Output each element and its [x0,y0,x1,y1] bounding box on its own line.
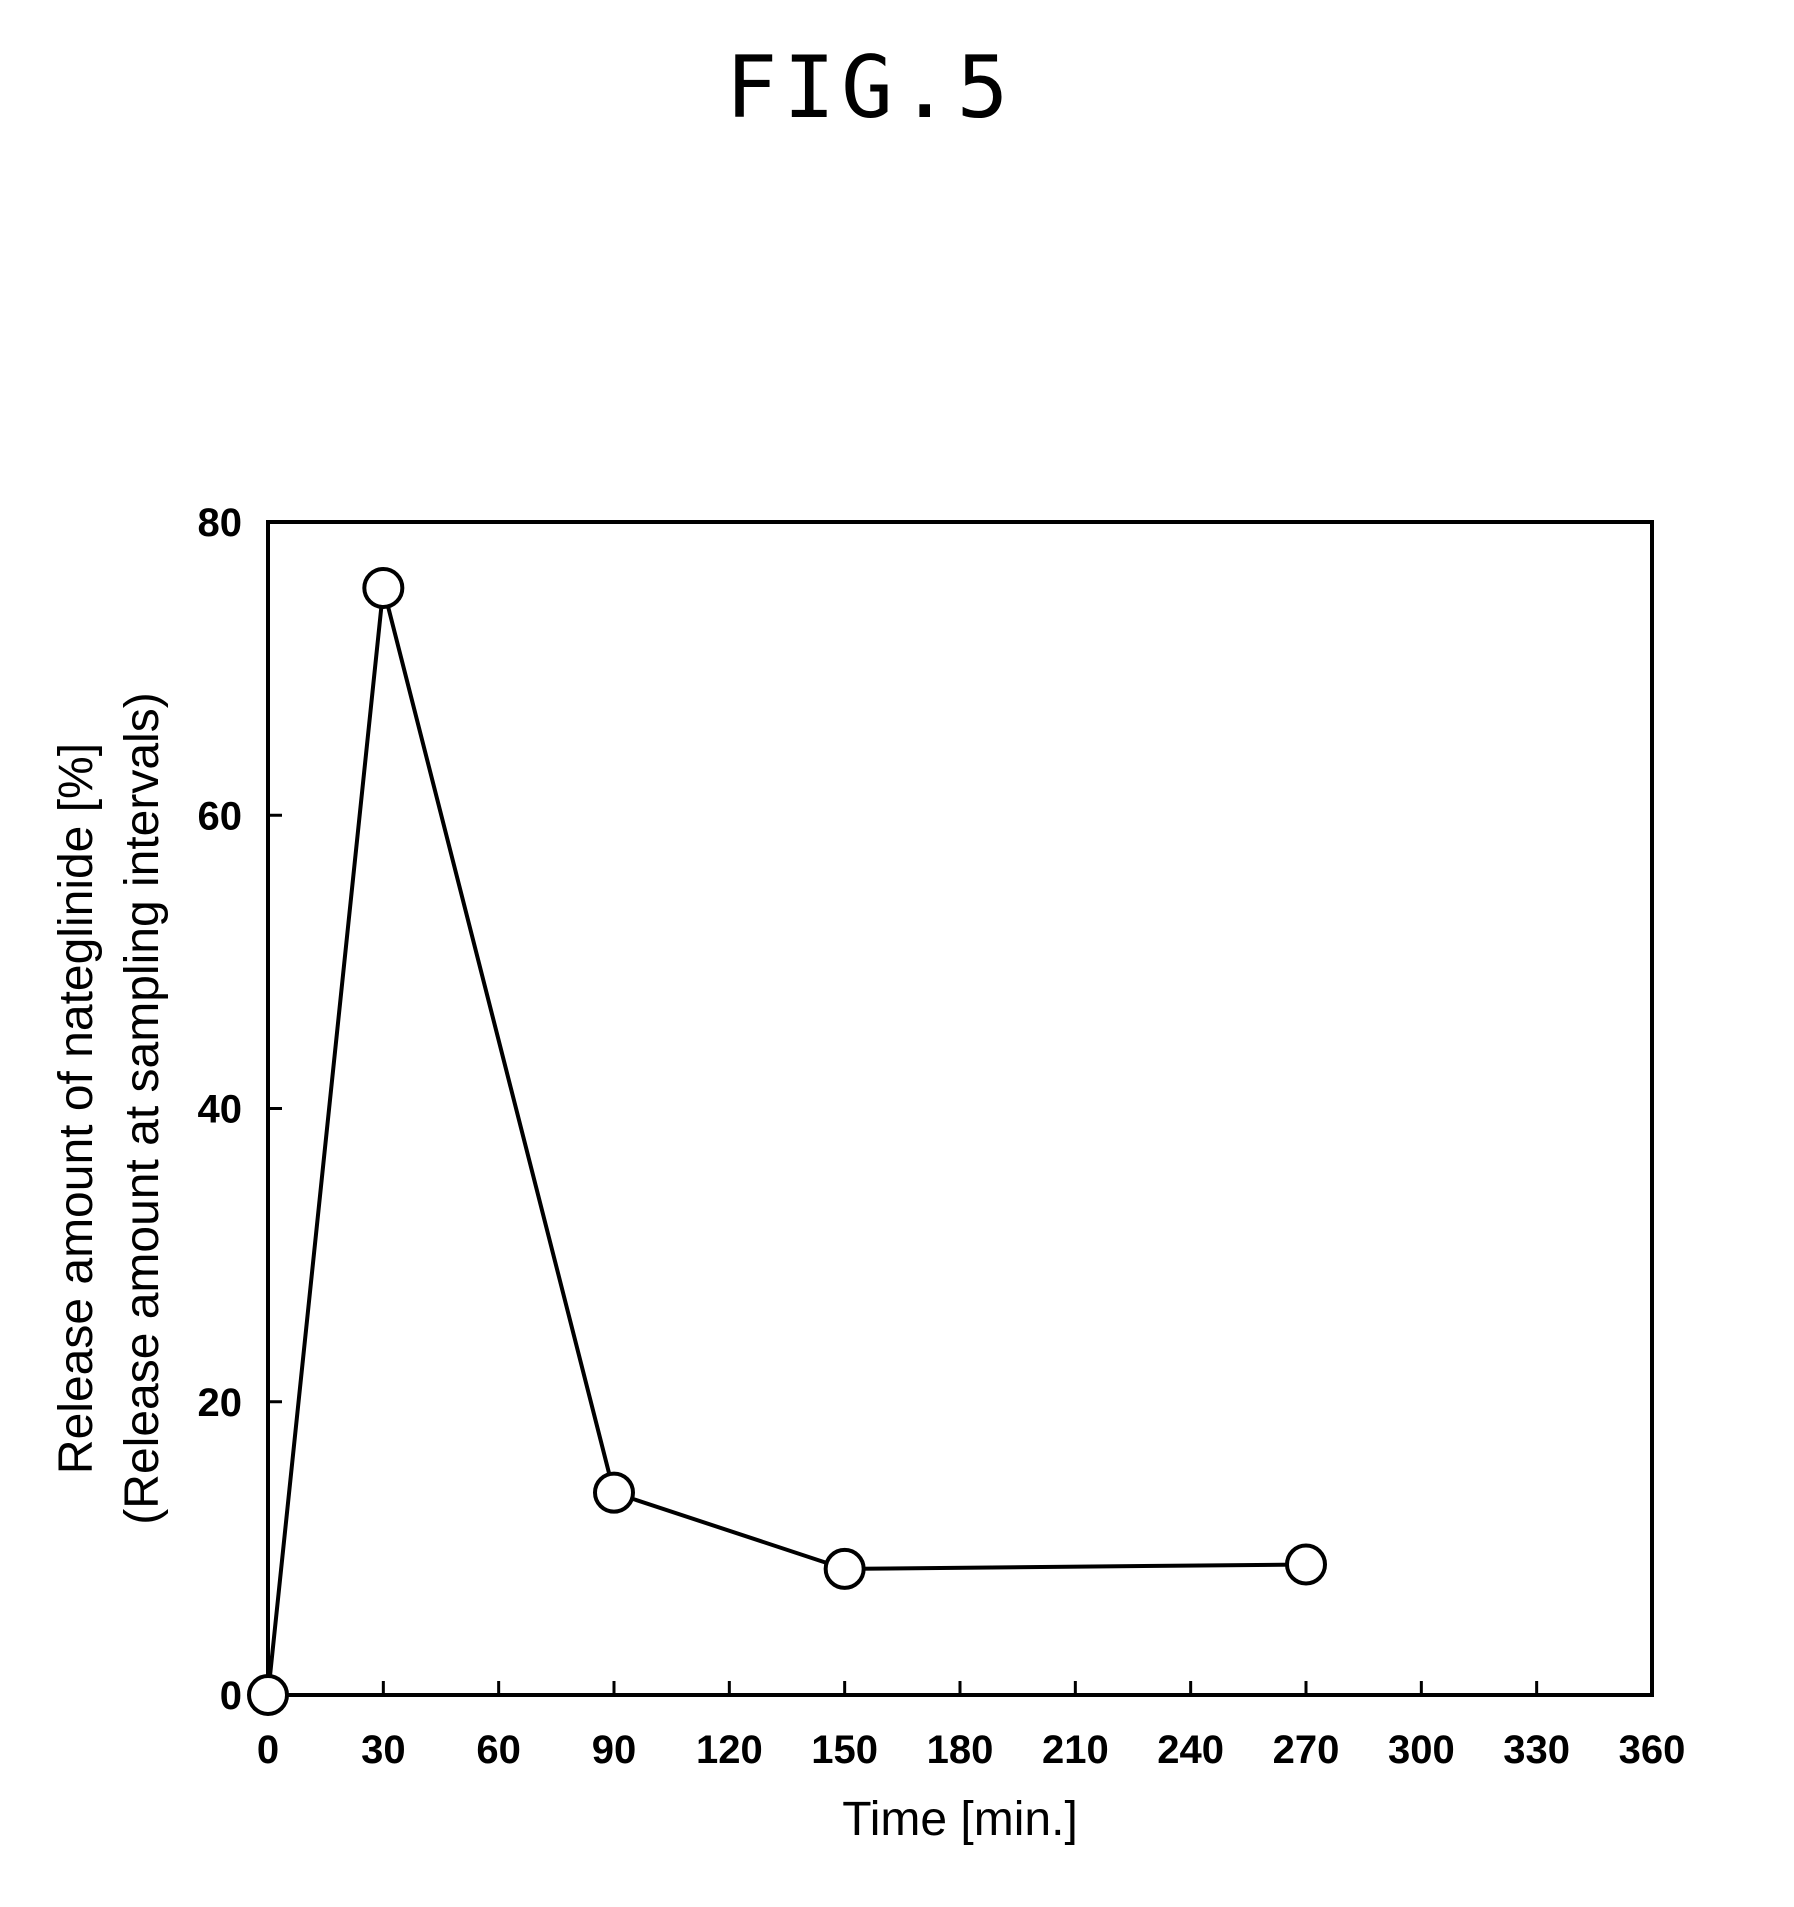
x-tick-label: 330 [1503,1728,1570,1772]
y-axis-label-line1: Release amount of nateglinide [%] [50,743,103,1474]
x-tick-label: 270 [1273,1728,1340,1772]
x-tick-label: 210 [1042,1728,1109,1772]
x-axis-label: Time [min.] [842,1793,1078,1846]
x-tick-label: 180 [927,1728,994,1772]
series-layer [249,569,1325,1714]
y-axis-label-line2: (Release amount at sampling intervals) [116,692,169,1524]
data-point [826,1550,864,1588]
y-tick-label: 40 [198,1088,243,1132]
y-tick-label: 60 [198,794,243,838]
data-point [1287,1546,1325,1584]
y-tick-label: 0 [220,1674,242,1718]
y-tick-label: 20 [198,1381,243,1425]
data-point [595,1474,633,1512]
x-tick-label: 30 [361,1728,406,1772]
x-tick-label: 360 [1619,1728,1686,1772]
plot-frame [268,522,1652,1695]
x-tick-label: 60 [476,1728,521,1772]
x-tick-label: 90 [592,1728,637,1772]
y-tick-label: 80 [198,501,243,545]
series-line [268,588,1306,1695]
x-tick-label: 300 [1388,1728,1455,1772]
data-point [364,569,402,607]
x-tick-label: 240 [1157,1728,1224,1772]
data-point [249,1676,287,1714]
x-tick-label: 0 [257,1728,279,1772]
x-tick-label: 150 [811,1728,878,1772]
x-tick-label: 120 [696,1728,763,1772]
